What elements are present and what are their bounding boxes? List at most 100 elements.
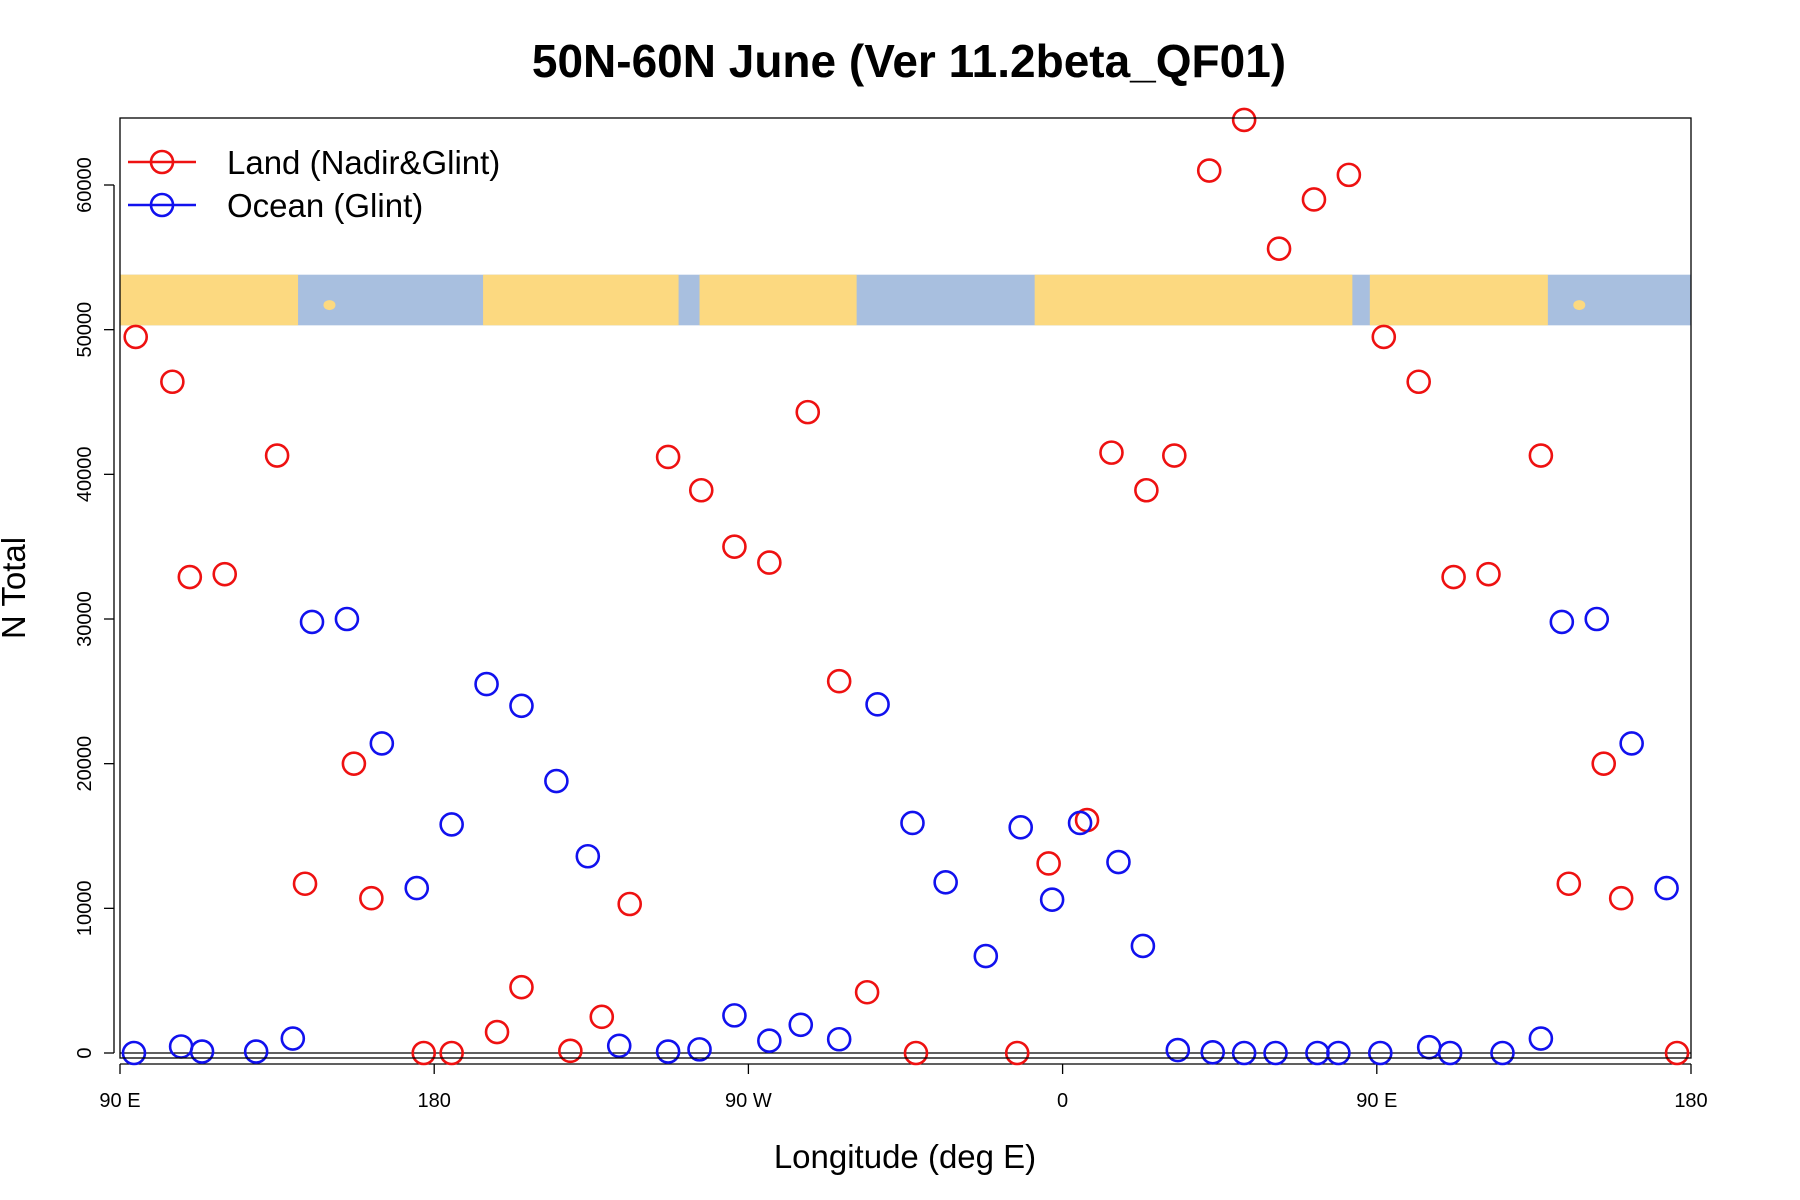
land-point xyxy=(1441,564,1466,590)
map-land-mass xyxy=(120,274,299,326)
chart-title: 50N-60N June (Ver 11.2beta_QF01) xyxy=(532,35,1286,87)
legend-item-ocean: Ocean (Glint) xyxy=(128,187,423,224)
legend-label-land: Land (Nadir&Glint) xyxy=(227,144,500,181)
legend-marker-ocean xyxy=(149,192,175,218)
land-point xyxy=(411,1040,437,1066)
ocean-point xyxy=(973,943,999,969)
ocean-point xyxy=(243,1039,269,1064)
map-land-island xyxy=(1573,300,1586,311)
land-point xyxy=(1099,440,1124,465)
y-axis-label: N Total xyxy=(0,537,32,639)
ocean-point xyxy=(1549,609,1575,635)
ocean-point xyxy=(1584,606,1610,632)
land-point xyxy=(1266,236,1292,261)
ocean-point xyxy=(280,1026,306,1051)
land-point xyxy=(826,668,852,694)
land-point xyxy=(722,534,747,559)
land-point xyxy=(854,979,880,1005)
map-land-mass xyxy=(699,274,857,326)
land-point xyxy=(1556,871,1582,897)
x-tick-label: 0 xyxy=(1057,1090,1068,1112)
ocean-point xyxy=(1263,1040,1288,1066)
plot-frame xyxy=(119,117,1692,1059)
x-axis-label: Longitude (deg E) xyxy=(774,1138,1036,1175)
y-tick-label: 10000 xyxy=(74,881,96,937)
land-point xyxy=(160,369,185,395)
land-point xyxy=(903,1040,929,1066)
ocean-point xyxy=(933,869,958,895)
land-point xyxy=(617,891,643,917)
land-point xyxy=(1406,369,1431,395)
ocean-point xyxy=(1490,1040,1515,1066)
ocean-point xyxy=(606,1033,632,1059)
ocean-point xyxy=(1619,731,1644,756)
ocean-point xyxy=(334,606,360,632)
ocean-point xyxy=(369,731,395,756)
map-land-island xyxy=(1091,305,1104,316)
land-point xyxy=(1608,885,1634,911)
ocean-point xyxy=(121,1040,147,1066)
ocean-point xyxy=(687,1037,712,1062)
ocean-point xyxy=(900,810,925,836)
ocean-point xyxy=(1367,1040,1393,1066)
x-axis: 90 E 180 90 W 0 90 E 180 xyxy=(99,1063,1708,1112)
land-point xyxy=(688,477,714,503)
land-point xyxy=(439,1040,464,1066)
land-point xyxy=(484,1019,510,1045)
ocean-point xyxy=(544,768,569,794)
land-point xyxy=(1036,851,1061,876)
map-land-island xyxy=(1129,282,1142,293)
land-point xyxy=(589,1004,615,1030)
legend-label-ocean: Ocean (Glint) xyxy=(227,187,423,224)
land-point xyxy=(212,561,238,587)
ocean-point xyxy=(1200,1039,1226,1065)
y-tick-label: 0 xyxy=(74,1047,96,1058)
land-point xyxy=(177,564,203,590)
land-point xyxy=(341,751,367,776)
x-tick-label: 180 xyxy=(418,1090,451,1112)
ocean-point xyxy=(168,1034,194,1059)
land-point xyxy=(1664,1040,1690,1066)
ocean-point xyxy=(655,1039,681,1064)
ocean-point xyxy=(299,609,325,635)
y-tick-label: 50000 xyxy=(74,302,96,358)
land-point xyxy=(264,443,290,468)
ocean-point xyxy=(865,692,890,717)
map-land-island xyxy=(1077,287,1090,298)
ocean-point xyxy=(509,693,534,719)
y-axis: 0 10000 20000 30000 40000 50000 60000 xyxy=(74,157,115,1059)
land-point xyxy=(1196,158,1222,183)
ocean-point xyxy=(404,875,430,901)
land-point xyxy=(558,1038,583,1064)
land-point xyxy=(757,550,782,575)
ocean-point xyxy=(1416,1034,1442,1060)
ocean-point xyxy=(1165,1037,1191,1063)
land-point xyxy=(1162,443,1187,468)
y-tick-label: 60000 xyxy=(74,157,96,213)
ocean-point xyxy=(757,1028,782,1054)
y-tick-label: 30000 xyxy=(74,591,96,647)
ocean-point xyxy=(474,671,499,697)
land-point xyxy=(1134,477,1159,503)
ocean-point xyxy=(722,1003,747,1028)
ocean-point xyxy=(1039,887,1065,912)
ocean-point xyxy=(1008,815,1034,840)
land-point xyxy=(1231,107,1257,133)
ocean-point xyxy=(575,843,601,869)
x-tick-label: 90 E xyxy=(99,1090,140,1112)
legend: Land (Nadir&Glint) Ocean (Glint) xyxy=(128,144,500,224)
ocean-point xyxy=(1106,849,1131,875)
legend-marker-land xyxy=(149,149,175,175)
land-point xyxy=(509,974,534,1000)
x-tick-label: 180 xyxy=(1674,1090,1707,1112)
land-point xyxy=(359,885,384,911)
ocean-point xyxy=(788,1012,814,1038)
ocean-point xyxy=(1326,1040,1351,1066)
ocean-point xyxy=(1067,810,1093,836)
land-point xyxy=(292,871,318,897)
series-ocean xyxy=(121,606,1679,1066)
land-point xyxy=(1336,162,1362,188)
x-tick-label: 90 E xyxy=(1356,1090,1397,1112)
land-point xyxy=(1371,324,1397,350)
